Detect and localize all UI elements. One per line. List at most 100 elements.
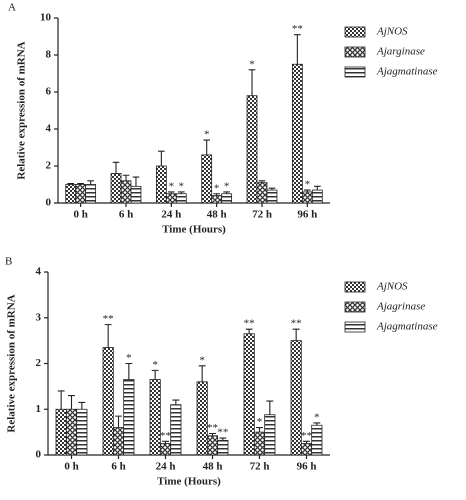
error-bar xyxy=(151,369,159,380)
y-tick-label: 2 xyxy=(36,357,42,369)
significance-label: ** xyxy=(160,430,171,442)
bar xyxy=(246,95,258,204)
bar xyxy=(130,185,142,204)
y-tick-label: 4 xyxy=(36,266,42,278)
error-bar xyxy=(213,193,220,196)
significance-label: ** xyxy=(292,23,303,35)
error-bar xyxy=(313,422,321,426)
y-tick-label: 0 xyxy=(46,197,52,209)
bar xyxy=(311,189,323,204)
error-bar xyxy=(87,180,94,185)
significance-label: * xyxy=(126,352,132,364)
x-tick-label: 24 h xyxy=(156,461,176,473)
significance-label: * xyxy=(305,179,311,191)
x-axis-label: Time (Hours) xyxy=(157,476,221,488)
significance-label: * xyxy=(224,180,230,192)
bar xyxy=(170,404,182,456)
error-bar xyxy=(172,399,180,405)
error-bar xyxy=(77,183,84,185)
error-bar xyxy=(292,328,300,341)
x-tick-label: 24 h xyxy=(161,209,181,221)
bar xyxy=(75,184,87,204)
error-bar xyxy=(57,390,65,410)
y-tick-label: 0 xyxy=(36,449,42,461)
significance-label: * xyxy=(179,180,185,192)
significance-label: * xyxy=(169,180,175,192)
bar xyxy=(165,193,177,204)
x-tick-label: 6 h xyxy=(111,461,125,473)
y-axis-label: Relative expression of mRNA xyxy=(6,294,18,432)
significance-label: ** xyxy=(217,427,228,439)
bar xyxy=(102,347,114,456)
y-tick-label: 4 xyxy=(46,123,52,135)
bar xyxy=(85,184,97,204)
bar xyxy=(290,340,302,456)
x-tick-label: 48 h xyxy=(203,461,223,473)
bar xyxy=(300,443,313,456)
error-bar xyxy=(78,401,86,410)
y-tick-label: 1 xyxy=(36,403,42,415)
error-bar xyxy=(132,176,140,187)
error-bar xyxy=(248,69,256,96)
bar xyxy=(201,154,213,204)
significance-label: ** xyxy=(103,313,114,325)
bar xyxy=(264,414,276,456)
error-bar xyxy=(198,365,206,382)
y-tick-label: 10 xyxy=(40,12,52,24)
error-bar xyxy=(313,185,321,191)
panel-label: A xyxy=(8,2,16,14)
legend-swatch xyxy=(344,281,366,293)
bar xyxy=(159,443,172,456)
error-bar xyxy=(125,362,133,380)
legend-label: AjNOS xyxy=(376,26,408,38)
x-axis-label: Time (Hours) xyxy=(162,224,226,236)
error-bar xyxy=(158,150,165,166)
error-bar xyxy=(203,139,211,155)
error-bar xyxy=(177,191,185,194)
error-bar xyxy=(304,189,311,192)
error-bar xyxy=(115,415,122,428)
significance-label: * xyxy=(204,129,210,141)
bar xyxy=(291,63,303,204)
bar xyxy=(211,195,223,204)
bar xyxy=(65,408,78,456)
legend-swatch xyxy=(344,46,366,58)
bar xyxy=(221,193,233,204)
error-bar xyxy=(223,191,230,194)
error-bar xyxy=(258,180,266,183)
y-tick-label: 6 xyxy=(46,86,52,98)
error-bar xyxy=(68,394,75,410)
significance-label: * xyxy=(152,359,158,371)
significance-label: * xyxy=(199,354,205,366)
legend-swatch xyxy=(344,301,366,313)
legend-swatch xyxy=(344,26,366,38)
bar xyxy=(217,439,229,456)
legend-label: AjNOS xyxy=(376,281,408,293)
x-tick-label: 72 h xyxy=(252,209,272,221)
x-tick-label: 6 h xyxy=(119,209,133,221)
error-bar xyxy=(245,328,253,334)
significance-label: ** xyxy=(301,430,312,442)
error-bar xyxy=(256,427,263,433)
legend-swatch xyxy=(344,321,366,333)
bar xyxy=(149,379,161,456)
x-tick-label: 0 h xyxy=(73,209,87,221)
bar xyxy=(256,182,268,204)
y-tick-label: 8 xyxy=(46,49,52,61)
legend-label: Ajagrinase xyxy=(376,301,425,313)
bar xyxy=(311,424,323,456)
significance-label: ** xyxy=(244,318,255,330)
bar xyxy=(175,193,187,204)
bar xyxy=(112,427,125,456)
x-tick-label: 0 h xyxy=(64,461,78,473)
bar xyxy=(196,381,208,456)
bar xyxy=(65,184,77,204)
significance-label: * xyxy=(257,416,263,428)
y-tick-label: 3 xyxy=(36,311,42,323)
panel-label: B xyxy=(5,256,12,268)
bar xyxy=(110,172,122,204)
error-bar xyxy=(104,324,112,348)
bar xyxy=(206,435,219,456)
error-bar xyxy=(162,440,169,444)
